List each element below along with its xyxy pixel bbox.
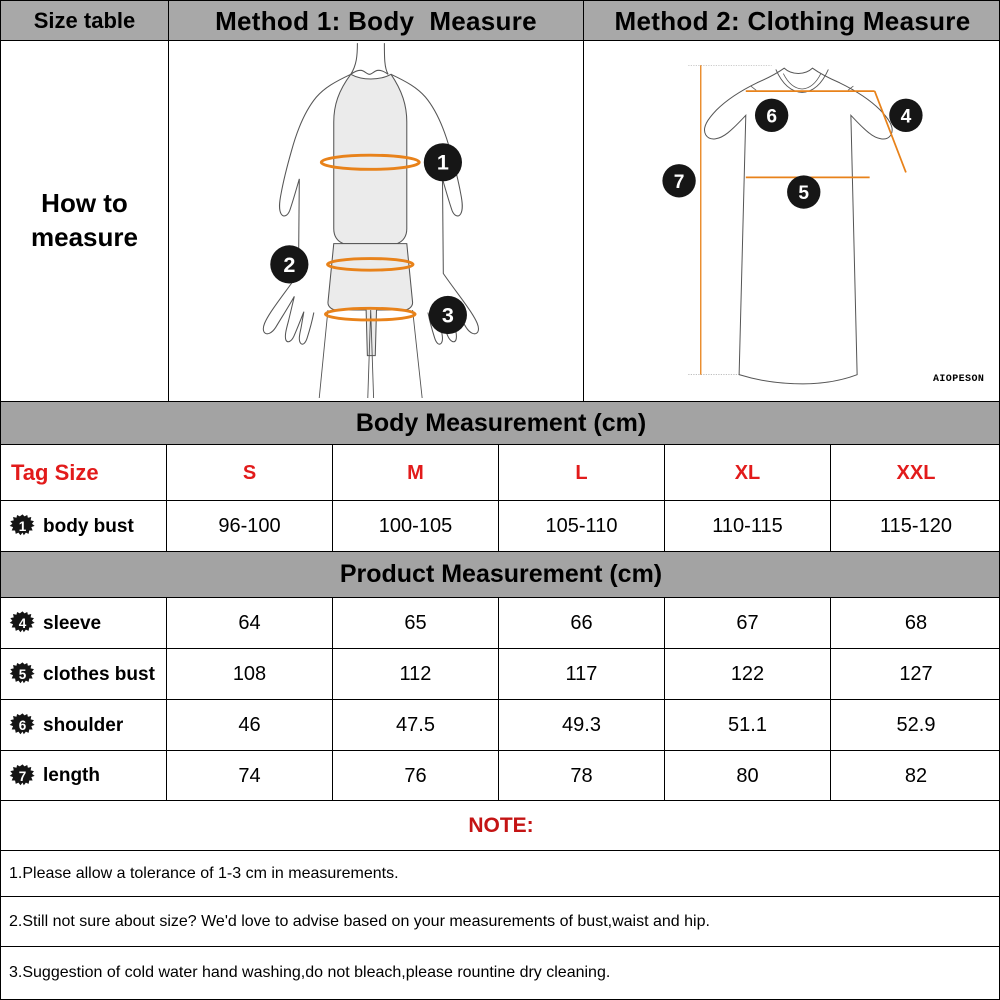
svg-text:1: 1 <box>19 519 27 534</box>
svg-text:4: 4 <box>901 106 912 127</box>
svg-text:AIOPESON: AIOPESON <box>933 374 984 385</box>
svg-text:7: 7 <box>674 172 685 193</box>
svg-text:6: 6 <box>19 718 27 733</box>
svg-text:2: 2 <box>283 252 295 277</box>
svg-text:5: 5 <box>798 183 809 204</box>
svg-text:3: 3 <box>442 302 454 327</box>
svg-text:1: 1 <box>437 150 449 175</box>
svg-text:4: 4 <box>19 616 27 631</box>
svg-text:6: 6 <box>766 106 777 127</box>
svg-text:7: 7 <box>19 769 27 784</box>
svg-text:5: 5 <box>19 667 27 682</box>
